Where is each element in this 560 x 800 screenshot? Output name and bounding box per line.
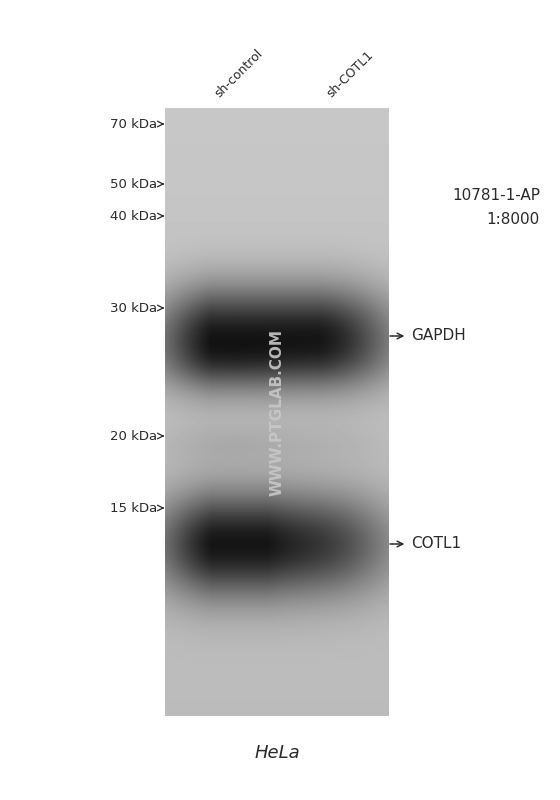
Text: 10781-1-AP: 10781-1-AP [452,187,540,202]
Text: 70 kDa: 70 kDa [110,118,157,130]
Text: 20 kDa: 20 kDa [110,430,157,442]
Text: WWW.PTGLAB.COM: WWW.PTGLAB.COM [270,329,284,495]
Text: sh-COTL1: sh-COTL1 [324,48,376,100]
Text: HeLa: HeLa [254,744,300,762]
Text: 30 kDa: 30 kDa [110,302,157,314]
Text: GAPDH: GAPDH [411,329,466,343]
Text: 40 kDa: 40 kDa [110,210,157,222]
Text: 15 kDa: 15 kDa [110,502,157,514]
Text: sh-control: sh-control [212,46,265,100]
Text: 1:8000: 1:8000 [487,213,540,227]
Text: COTL1: COTL1 [411,537,461,551]
Text: 50 kDa: 50 kDa [110,178,157,190]
